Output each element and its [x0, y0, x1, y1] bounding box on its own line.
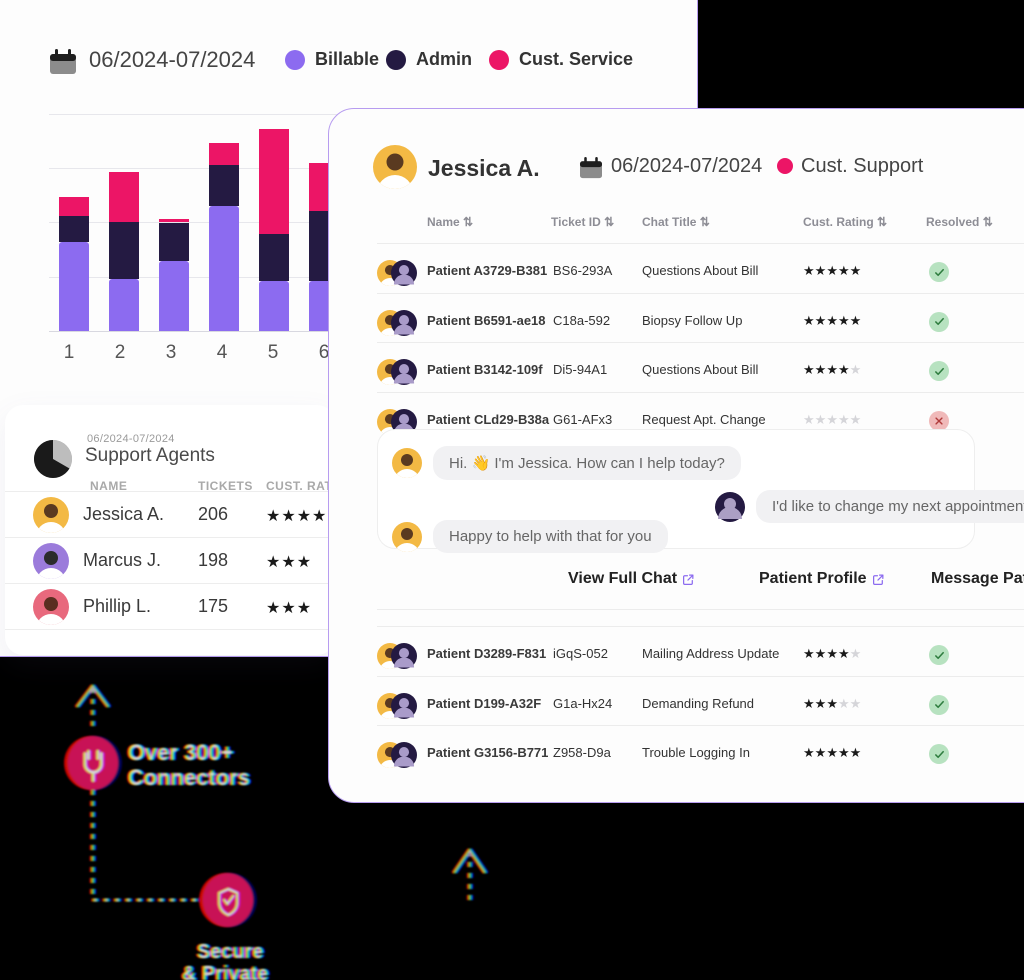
svg-text:Connectors: Connectors — [128, 765, 250, 790]
svg-text:& Private: & Private — [182, 963, 269, 980]
svg-text:Over 300+: Over 300+ — [128, 740, 234, 765]
svg-text:Secure: Secure — [197, 941, 264, 963]
